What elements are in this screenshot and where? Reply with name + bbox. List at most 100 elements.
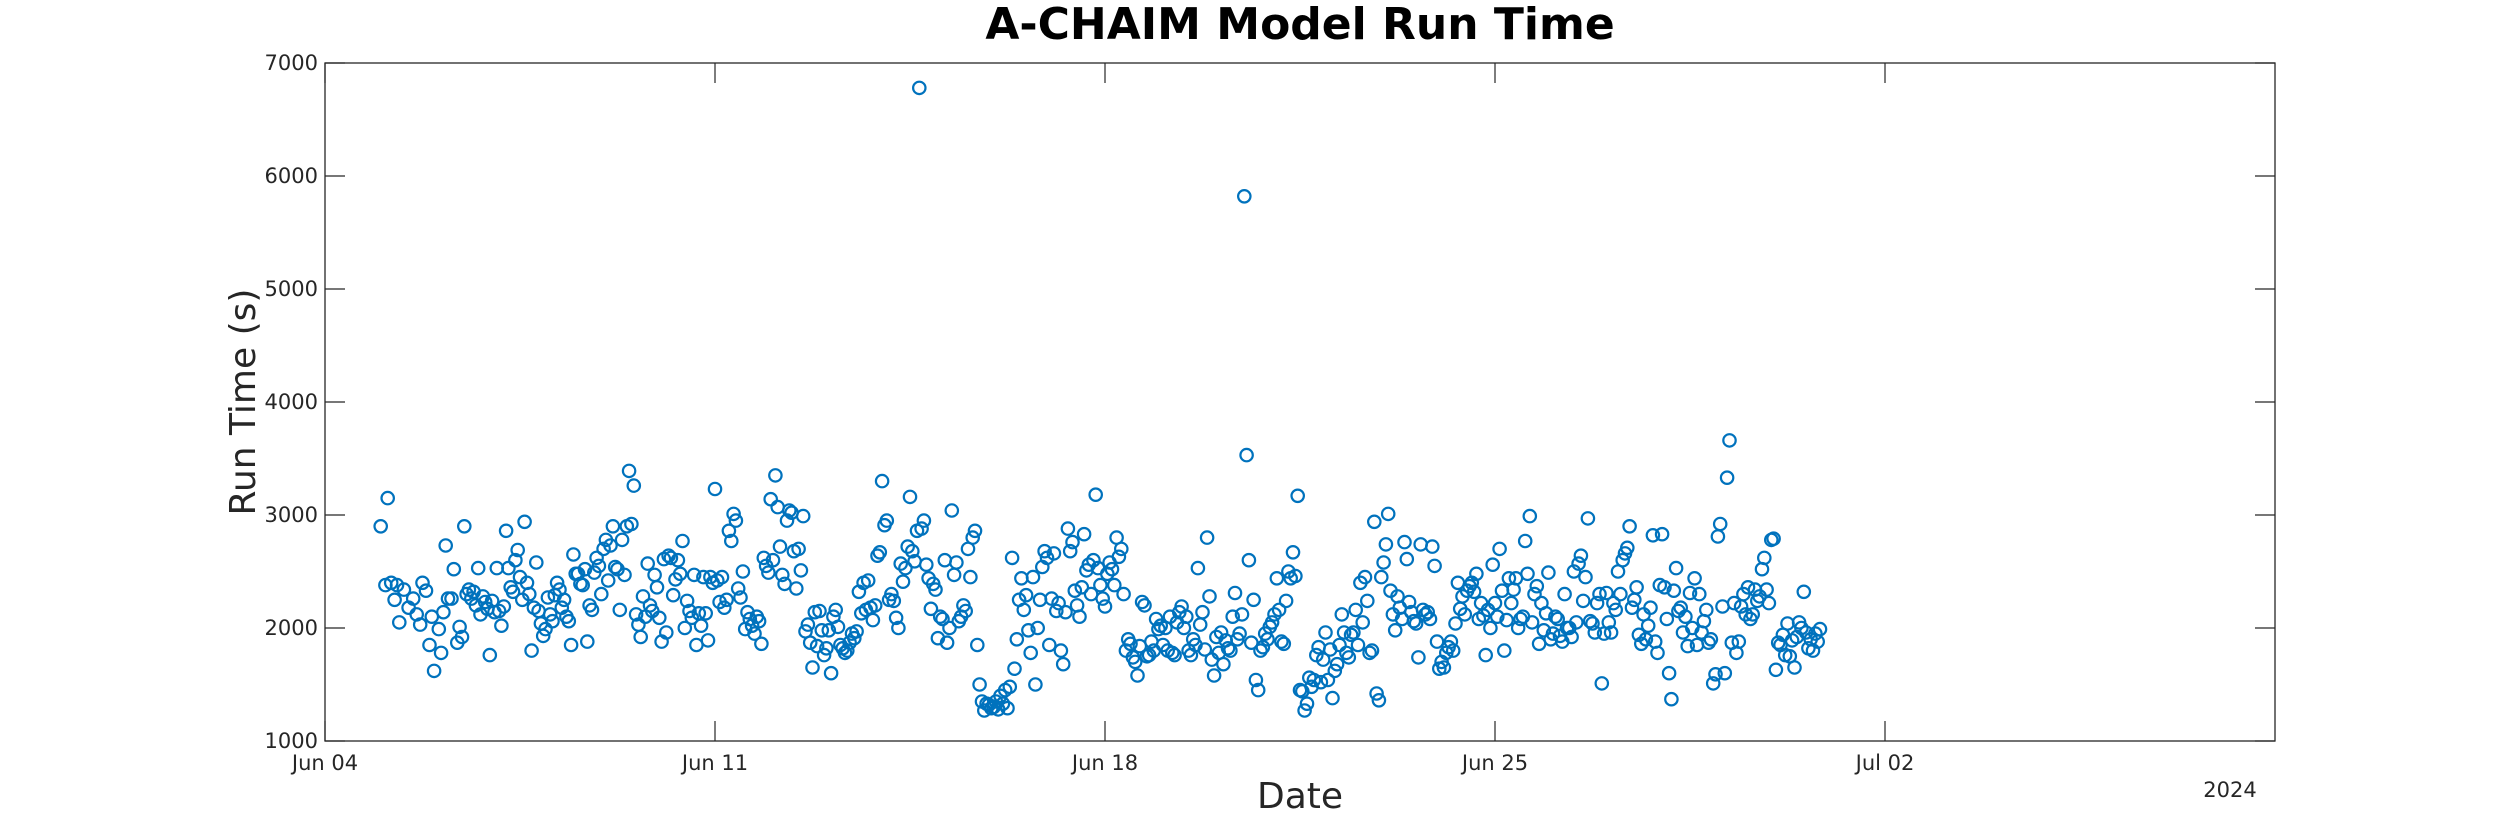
data-point (373, 518, 388, 534)
data-point (412, 617, 428, 632)
data-point (1055, 656, 1071, 672)
data-point (496, 599, 512, 614)
data-point (872, 544, 888, 560)
y-tick-label: 3000 (265, 503, 318, 527)
data-point (1664, 691, 1679, 707)
data-point (791, 541, 806, 557)
data-point (542, 607, 558, 622)
x-tick-label: Jun 18 (1070, 751, 1138, 775)
data-point (1046, 546, 1062, 561)
data-point (1355, 615, 1370, 630)
data-point (1380, 506, 1396, 522)
data-point (1494, 583, 1510, 598)
data-point (1053, 643, 1069, 658)
data-point (482, 647, 498, 663)
data-point (1770, 635, 1786, 650)
data-point (1037, 543, 1052, 559)
data-point (1116, 586, 1131, 602)
data-point (1757, 550, 1772, 566)
data-point (1062, 543, 1078, 559)
data-point (1620, 540, 1635, 556)
data-point (802, 635, 818, 650)
data-point (1248, 672, 1264, 688)
data-point (1578, 569, 1593, 585)
data-point (1049, 603, 1064, 619)
data-point (867, 598, 883, 613)
data-point (1190, 560, 1206, 576)
data-point (1327, 663, 1343, 679)
data-point (1107, 577, 1122, 593)
data-point (763, 491, 778, 507)
data-point (545, 613, 560, 629)
data-point (1042, 637, 1057, 653)
data-point (716, 600, 732, 615)
data-point (1348, 602, 1363, 618)
data-point (1334, 607, 1350, 622)
data-point (1357, 569, 1373, 585)
data-point (1018, 587, 1034, 603)
data-point (816, 647, 832, 663)
data-point (1028, 677, 1043, 692)
data-point (1682, 585, 1698, 601)
data-point (549, 575, 565, 591)
data-point (707, 481, 723, 497)
data-point (387, 592, 402, 608)
data-point (535, 628, 551, 644)
data-point (1346, 625, 1361, 640)
data-point (1541, 565, 1556, 580)
y-tick-label: 6000 (265, 164, 318, 188)
data-point (770, 499, 785, 515)
data-point (521, 586, 537, 602)
data-point (1564, 629, 1579, 645)
data-point (1387, 622, 1403, 638)
data-point (675, 533, 690, 549)
data-point (886, 593, 902, 609)
data-point (932, 609, 948, 624)
data-point (444, 591, 459, 606)
data-point (1448, 616, 1463, 631)
data-point (670, 552, 686, 568)
data-point (1213, 625, 1229, 640)
data-point (1569, 615, 1584, 630)
data-point (470, 560, 486, 576)
data-point (891, 620, 906, 636)
data-point (1320, 672, 1336, 688)
data-point (884, 586, 899, 602)
data-point (1492, 541, 1507, 557)
data-point (1420, 604, 1435, 620)
data-point (391, 615, 407, 630)
data-point (1422, 611, 1438, 627)
data-point (1165, 645, 1180, 661)
data-point (1587, 625, 1603, 640)
data-point (795, 508, 811, 524)
data-point (1548, 609, 1563, 624)
data-point (1536, 622, 1552, 638)
data-point (426, 663, 442, 679)
data-point (1738, 607, 1753, 622)
data-point (823, 665, 839, 681)
data-point (774, 567, 790, 583)
x-axis: Jun 04 Jun 11 Jun 18 Jun 25 Jul 02 (290, 63, 1914, 775)
data-point (508, 552, 523, 568)
data-point (433, 645, 449, 661)
data-point (768, 468, 783, 483)
data-point (812, 603, 827, 619)
data-point (1580, 511, 1596, 526)
data-point (969, 637, 985, 653)
data-point (1223, 643, 1238, 658)
data-point (1009, 631, 1025, 647)
data-point (1425, 539, 1440, 554)
data-point (963, 569, 978, 585)
data-point (1081, 557, 1097, 572)
data-point (1274, 634, 1289, 649)
data-point (1399, 551, 1415, 567)
data-point (788, 581, 804, 596)
data-point (498, 523, 514, 539)
data-point (814, 622, 830, 638)
data-point (1250, 682, 1266, 698)
y-tick-label: 5000 (265, 277, 318, 301)
data-point (1603, 625, 1619, 640)
data-point (1520, 566, 1535, 582)
data-point (935, 611, 950, 627)
data-point (874, 473, 890, 489)
